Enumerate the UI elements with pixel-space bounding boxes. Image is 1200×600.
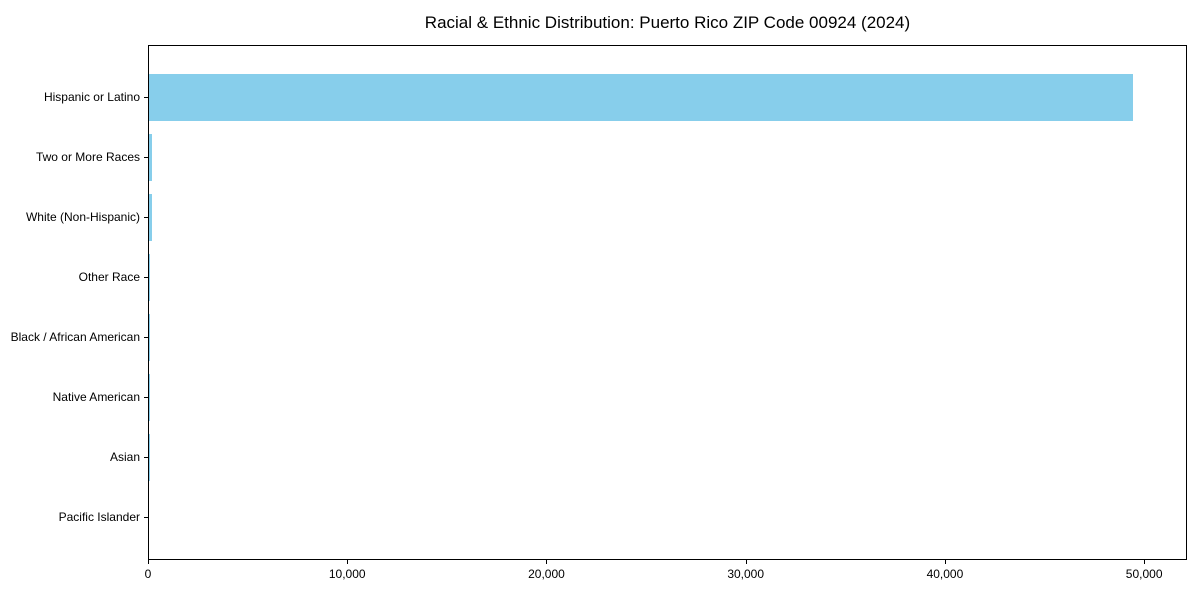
y-tick-mark — [144, 397, 148, 398]
y-tick-label: Two or More Races — [35, 150, 140, 164]
y-tick-label: Black / African American — [10, 330, 140, 344]
y-tick-mark — [144, 97, 148, 98]
bar — [149, 193, 152, 241]
bar — [149, 313, 150, 361]
y-tick-label: Asian — [109, 450, 140, 464]
x-tick-label: 40,000 — [926, 567, 964, 581]
x-tick-mark — [1144, 560, 1146, 564]
x-tick-label: 10,000 — [328, 567, 366, 581]
y-tick-mark — [144, 517, 148, 518]
x-tick-label: 50,000 — [1125, 567, 1163, 581]
y-tick-mark — [144, 277, 148, 278]
y-tick-label: Other Race — [78, 270, 140, 284]
y-tick-label: Hispanic or Latino — [43, 90, 140, 104]
x-tick-mark — [148, 560, 149, 564]
bar — [149, 253, 151, 301]
y-tick-label: Pacific Islander — [58, 510, 140, 524]
chart-title: Racial & Ethnic Distribution: Puerto Ric… — [424, 13, 911, 32]
y-tick-mark — [144, 157, 148, 158]
x-tick-mark — [944, 560, 946, 564]
x-tick-label: 20,000 — [528, 567, 565, 581]
plot-area — [148, 45, 1187, 560]
y-tick-mark — [144, 337, 148, 338]
y-tick-label: Native American — [52, 390, 140, 404]
x-tick-mark — [546, 560, 548, 564]
x-tick-mark — [745, 560, 747, 564]
x-tick-label: 0 — [144, 567, 152, 581]
bar — [149, 73, 1134, 121]
x-tick-mark — [347, 560, 349, 564]
y-tick-label: White (Non-Hispanic) — [25, 210, 140, 224]
y-tick-mark — [144, 457, 148, 458]
y-tick-mark — [144, 217, 148, 218]
bar — [149, 133, 153, 181]
x-tick-label: 30,000 — [727, 567, 765, 581]
